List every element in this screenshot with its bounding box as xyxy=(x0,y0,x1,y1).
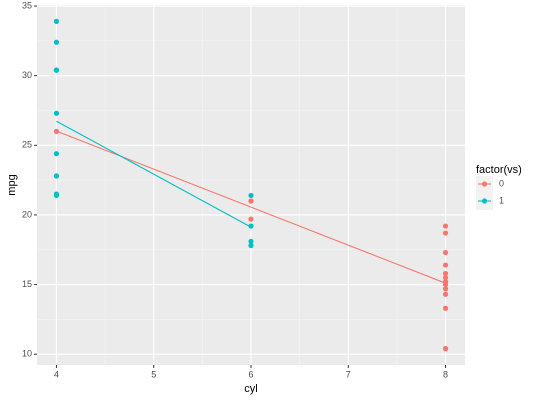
point xyxy=(442,286,449,292)
point xyxy=(53,39,60,45)
point xyxy=(442,281,449,288)
point xyxy=(442,249,449,256)
y-tick-label: 25 xyxy=(22,140,32,150)
point xyxy=(53,151,60,157)
point xyxy=(248,238,254,245)
y-tick-label: 35 xyxy=(22,0,32,10)
x-tick-label: 6 xyxy=(248,369,253,379)
point xyxy=(248,192,254,199)
fit-line xyxy=(56,120,252,228)
x-axis-title: cyl xyxy=(244,383,257,395)
x-tick-label: 7 xyxy=(346,369,351,379)
point xyxy=(442,223,449,229)
y-tick-label: 20 xyxy=(22,209,32,219)
point xyxy=(248,198,254,204)
point xyxy=(248,242,254,249)
point xyxy=(442,346,449,352)
x-tick-label: 8 xyxy=(443,369,448,379)
point xyxy=(53,173,60,179)
point xyxy=(442,291,449,297)
y-axis-title: mpg xyxy=(6,174,18,195)
x-tick-label: 4 xyxy=(54,369,59,379)
point xyxy=(53,67,60,73)
point xyxy=(442,305,449,311)
y-tick-label: 30 xyxy=(22,70,32,80)
legend-point xyxy=(481,198,488,204)
point xyxy=(248,216,254,222)
legend-title: factor(vs) xyxy=(476,164,522,176)
legend-point xyxy=(481,181,488,187)
x-tick-label: 5 xyxy=(151,369,156,379)
point xyxy=(442,275,449,281)
point xyxy=(53,192,60,199)
point xyxy=(53,110,60,116)
point xyxy=(248,223,254,229)
y-tick-label: 10 xyxy=(22,349,32,359)
legend-label: 1 xyxy=(499,195,504,205)
point xyxy=(442,262,449,268)
y-tick-label: 15 xyxy=(22,279,32,289)
point xyxy=(442,270,449,277)
point xyxy=(442,230,449,236)
point xyxy=(53,18,60,24)
legend-label: 0 xyxy=(499,178,504,188)
